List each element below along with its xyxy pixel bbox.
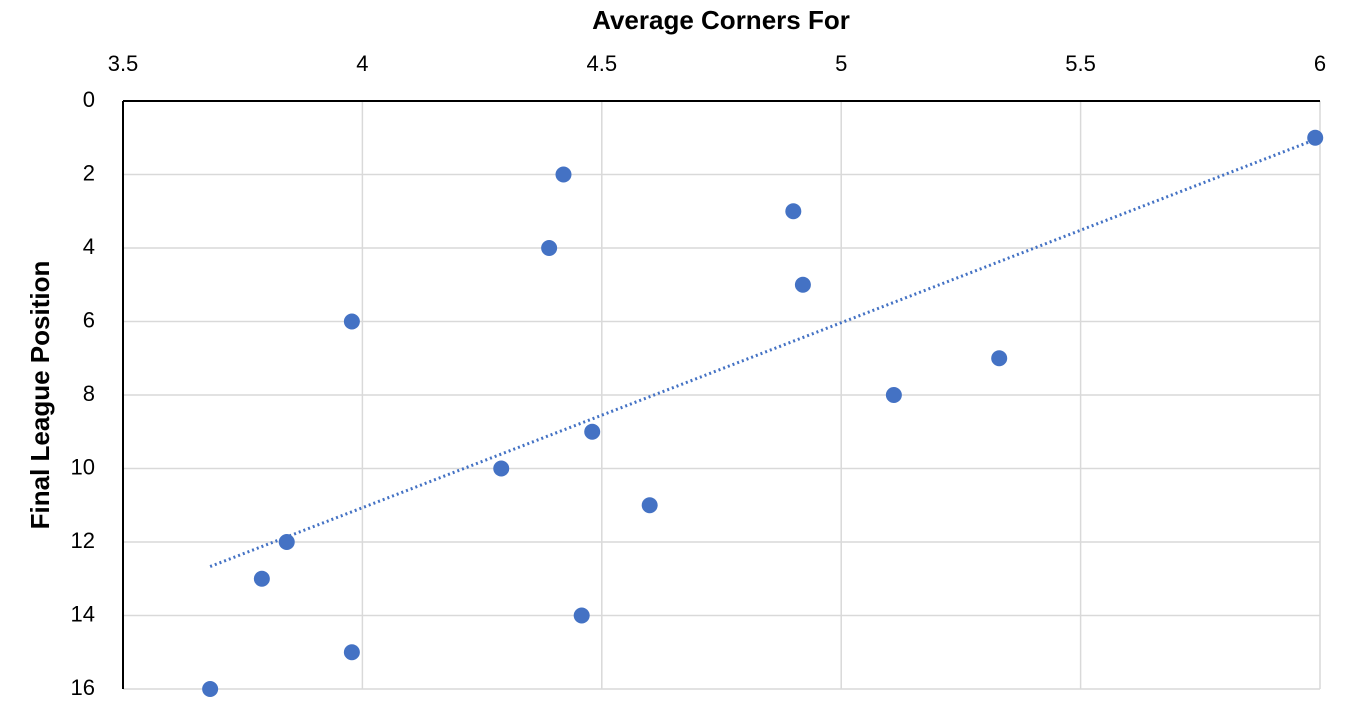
data-point <box>253 570 270 587</box>
data-point <box>641 497 658 514</box>
y-tick-label: 12 <box>71 528 95 553</box>
y-tick-label: 8 <box>83 381 95 406</box>
y-tick-label: 4 <box>83 234 95 259</box>
data-point <box>541 240 558 256</box>
data-point <box>343 313 360 330</box>
data-point <box>1307 129 1324 146</box>
data-point <box>573 607 590 624</box>
data-point <box>885 387 902 403</box>
data-point <box>555 166 572 183</box>
data-point <box>794 276 811 293</box>
data-point <box>202 681 219 697</box>
x-tick-label: 4 <box>356 51 368 76</box>
y-tick-label: 2 <box>83 160 95 185</box>
y-tick-label: 14 <box>71 601 95 626</box>
data-point <box>278 534 295 550</box>
x-tick-label: 3.5 <box>108 51 139 76</box>
x-tick-label: 5.5 <box>1065 51 1096 76</box>
y-tick-label: 16 <box>71 675 95 700</box>
x-tick-label: 4.5 <box>587 51 618 76</box>
data-point <box>343 644 360 661</box>
x-axis-title: Average Corners For <box>592 5 850 35</box>
data-point <box>991 350 1008 367</box>
x-tick-label: 5 <box>835 51 847 76</box>
data-point <box>785 203 802 220</box>
y-tick-label: 0 <box>83 87 95 112</box>
y-tick-label: 10 <box>71 454 95 479</box>
data-point <box>493 460 510 477</box>
x-tick-label: 6 <box>1314 51 1326 76</box>
trendline <box>209 138 1316 568</box>
y-axis-title: Final League Position <box>25 261 55 530</box>
y-tick-label: 6 <box>83 307 95 332</box>
data-point <box>584 423 601 440</box>
